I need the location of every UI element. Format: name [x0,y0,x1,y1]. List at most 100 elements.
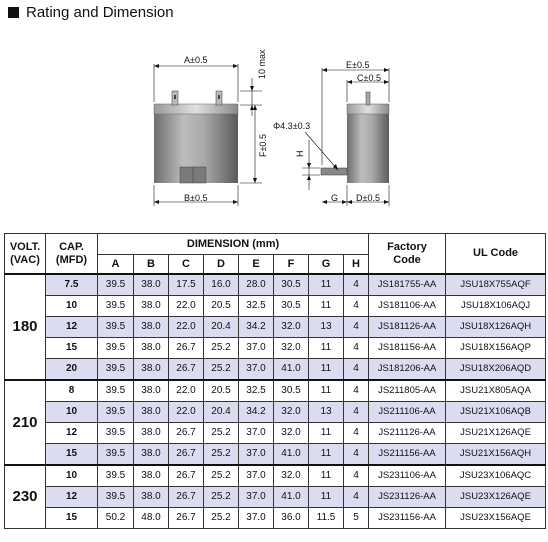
ul-code-cell: JSU21X106AQB [445,401,547,423]
dim-cell-e: 37.0 [238,337,274,359]
factory-code-cell: JS231156-AA [368,507,447,529]
dim-g-label: G [331,193,338,203]
factory-code-cell: JS231126-AA [368,486,447,508]
dim-cell-e: 37.0 [238,358,274,381]
header-factory-code: Factory Code [368,233,447,275]
volt-cell: 210 [4,379,46,466]
ul-code-cell: JSU18X106AQJ [445,295,547,317]
cap-cell: 20 [45,358,98,381]
dim-cell-a: 39.5 [97,273,134,296]
factory-code-cell: JS181755-AA [368,273,447,296]
dim-cell-f: 30.5 [273,379,309,402]
dim-cell-g: 11.5 [308,507,344,529]
factory-code-cell: JS231106-AA [368,464,447,487]
dim-cell-h: 4 [342,316,370,338]
dim-cell-g: 11 [308,422,344,444]
header-ul-code: UL Code [445,233,547,275]
dim-cell-b: 38.0 [133,358,169,381]
dim-cell-c: 22.0 [168,295,204,317]
ul-code-cell: JSU18X156AQP [445,337,547,359]
dim-cell-c: 26.7 [168,507,204,529]
dim-cell-h: 4 [342,443,370,466]
dim-cell-b: 38.0 [133,422,169,444]
dim-cell-e: 34.2 [238,401,274,423]
factory-code-cell: JS211126-AA [368,422,447,444]
dim-cell-f: 41.0 [273,443,309,466]
dim-cell-d: 25.2 [203,507,239,529]
factory-code-cell: JS211805-AA [368,379,447,402]
dim-cell-h: 4 [342,295,370,317]
dim-cell-f: 30.5 [273,273,309,296]
dim-cell-d: 20.4 [203,401,239,423]
dim-cell-a: 50.2 [97,507,134,529]
ul-code-cell: JSU21X805AQA [445,379,547,402]
dim-cell-g: 11 [308,337,344,359]
header-col-f: F [273,254,309,275]
dim-cell-f: 32.0 [273,337,309,359]
dim-cell-f: 32.0 [273,464,309,487]
dim-cell-h: 4 [342,379,370,402]
ul-code-cell: JSU23X126AQE [445,486,547,508]
dim-h-label: H [295,151,305,158]
table-row: 15 39.5 38.0 26.7 25.2 37.0 41.0 11 4 JS211156-AA… [5,443,547,466]
ul-code-cell: JSU21X156AQH [445,443,547,466]
section-title: Rating and Dimension [26,3,174,21]
dim-cell-b: 38.0 [133,295,169,317]
dim-cell-g: 11 [308,486,344,508]
dim-cell-d: 25.2 [203,422,239,444]
dim-cell-d: 20.5 [203,295,239,317]
dim-cell-h: 4 [342,422,370,444]
dim-cell-c: 26.7 [168,464,204,487]
table-row: 12 39.5 38.0 22.0 20.4 34.2 32.0 13 4 JS181126-AA… [5,316,547,338]
dim-cell-b: 38.0 [133,464,169,487]
header-col-g: G [308,254,344,275]
dim-cell-g: 11 [308,295,344,317]
section-header: Rating and Dimension [8,2,174,22]
ul-code-cell: JSU18X126AQH [445,316,547,338]
dim-cell-h: 4 [342,358,370,381]
ul-code-cell: JSU23X106AQC [445,464,547,487]
rating-table: VOLT. (VAC) CAP. (MFD) DIMENSION (mm) Fact… [4,233,547,529]
dim-f-label: F±0.5 [258,134,268,157]
dim-cell-f: 41.0 [273,486,309,508]
cap-cell: 8 [45,379,98,402]
dim-cell-a: 39.5 [97,379,134,402]
volt-cell: 180 [4,273,46,381]
dim-cell-g: 11 [308,273,344,296]
dim-e-label: E±0.5 [346,60,369,70]
dim-a-label: A±0.5 [184,55,207,65]
cap-cell: 7.5 [45,273,98,296]
dim-cell-f: 41.0 [273,358,309,381]
dim-cell-d: 25.2 [203,337,239,359]
factory-code-cell: JS181156-AA [368,337,447,359]
dim-cell-e: 37.0 [238,422,274,444]
dim-cell-e: 37.0 [238,486,274,508]
dim-cell-b: 38.0 [133,486,169,508]
factory-code-cell: JS181126-AA [368,316,447,338]
dim-cell-c: 22.0 [168,316,204,338]
table-row: 180 7.5 39.5 38.0 17.5 16.0 28.0 30.5 11 4 JS18175… [4,273,547,381]
dim-cell-b: 38.0 [133,401,169,423]
cap-cell: 15 [45,507,98,529]
dim-cell-h: 4 [342,337,370,359]
dim-cell-a: 39.5 [97,401,134,423]
dim-cell-c: 17.5 [168,273,204,296]
dim-cell-f: 36.0 [273,507,309,529]
header-col-a: A [97,254,134,275]
dim-cell-c: 22.0 [168,379,204,402]
factory-code-cell: JS211156-AA [368,443,447,466]
dim-cell-e: 32.5 [238,379,274,402]
header-volt: VOLT. (VAC) [4,233,46,275]
dim-cell-b: 38.0 [133,273,169,296]
factory-code-cell: JS181106-AA [368,295,447,317]
dim-cell-g: 11 [308,443,344,466]
table-row: 210 8 39.5 38.0 22.0 20.5 32.5 30.5 11 4 JS211805-… [4,379,547,466]
dim-cell-e: 28.0 [238,273,274,296]
dim-cell-a: 39.5 [97,464,134,487]
dim-cell-c: 26.7 [168,486,204,508]
dim-cell-c: 26.7 [168,422,204,444]
dim-cell-d: 20.5 [203,379,239,402]
dim-cell-a: 39.5 [97,443,134,466]
dim-cell-h: 4 [342,273,370,296]
